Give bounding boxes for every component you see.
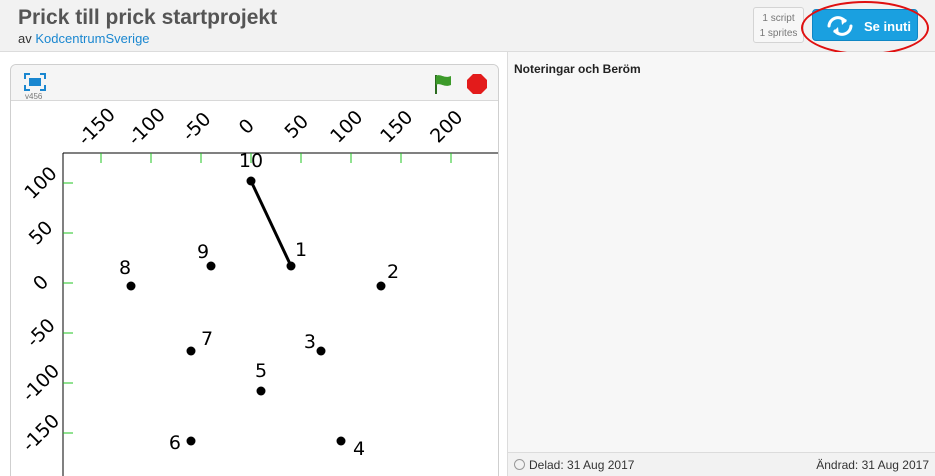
notes-pane: Noteringar och Beröm Delad: 31 Aug 2017 …	[507, 52, 935, 476]
y-tick-label: 50	[25, 217, 58, 250]
x-tick-label: -100	[124, 104, 170, 150]
dot-label: 8	[119, 257, 131, 279]
dot-label: 1	[295, 239, 307, 261]
x-tick-label: 100	[326, 106, 367, 147]
fullscreen-icon[interactable]	[24, 73, 46, 91]
x-tick-label: -150	[74, 104, 120, 150]
author-link[interactable]: KodcentrumSverige	[35, 31, 150, 46]
modified-date: Ändrad: 31 Aug 2017	[816, 458, 929, 472]
y-tick-label: 100	[20, 162, 61, 203]
dot-7	[186, 346, 196, 356]
dot-3	[316, 346, 326, 356]
project-player: v456 -150 -100 -50 0 50 100 150 200 100 50 0 -50 -10…	[10, 64, 499, 476]
shared-date: Delad: 31 Aug 2017	[514, 458, 634, 472]
dot-8	[126, 281, 136, 291]
project-header: Prick till prick startprojekt av Kodcent…	[0, 0, 935, 55]
x-tick-label: 150	[376, 106, 417, 147]
dot-label: 4	[353, 438, 365, 460]
y-tick-label: -100	[18, 360, 64, 406]
script-count: 1 script	[762, 13, 795, 24]
project-counts: 1 script 1 sprites	[753, 7, 804, 43]
stage-canvas: -150 -100 -50 0 50 100 150 200100500-50-100-150…	[18, 104, 498, 476]
sprite-count: 1 sprites	[759, 28, 798, 39]
connecting-line	[249, 180, 293, 267]
share-icon	[514, 459, 525, 470]
project-footer: Delad: 31 Aug 2017 Ändrad: 31 Aug 2017	[508, 452, 935, 476]
player-version: v456	[25, 92, 43, 101]
dot-10	[246, 176, 256, 186]
dot-label: 6	[169, 432, 181, 454]
player-controls: v456	[11, 65, 498, 101]
by-prefix: av	[18, 31, 32, 46]
x-tick-label: 0	[235, 115, 259, 139]
shared-date-text: Delad: 31 Aug 2017	[529, 458, 635, 472]
y-tick-label: -50	[22, 314, 60, 352]
y-tick-label: 0	[29, 271, 53, 295]
dot-label: 10	[239, 150, 263, 172]
green-flag-icon[interactable]	[432, 73, 454, 95]
dot-2	[376, 281, 386, 291]
dot-label: 7	[201, 328, 213, 350]
dot-4	[336, 436, 346, 446]
notes-title: Noteringar och Beröm	[514, 62, 641, 76]
highlight-circle	[801, 1, 929, 55]
x-tick-label: 50	[280, 110, 313, 143]
stop-icon[interactable]	[466, 73, 488, 95]
stage[interactable]: -150 -100 -50 0 50 100 150 200 100 50 0 -50 -100 -150…	[11, 101, 498, 476]
project-title: Prick till prick startprojekt	[18, 6, 278, 29]
dot-label: 5	[255, 360, 267, 382]
dot-9	[206, 261, 216, 271]
dot-label: 9	[197, 241, 209, 263]
dot-label: 2	[387, 261, 399, 283]
byline: av KodcentrumSverige	[18, 31, 150, 46]
y-tick-label: -150	[18, 410, 64, 456]
x-tick-label: -50	[178, 108, 216, 146]
dot-label: 3	[304, 331, 316, 353]
dot-6	[186, 436, 196, 446]
dot-5	[256, 386, 266, 396]
dot-1	[286, 261, 296, 271]
x-tick-label: 200	[426, 106, 467, 147]
